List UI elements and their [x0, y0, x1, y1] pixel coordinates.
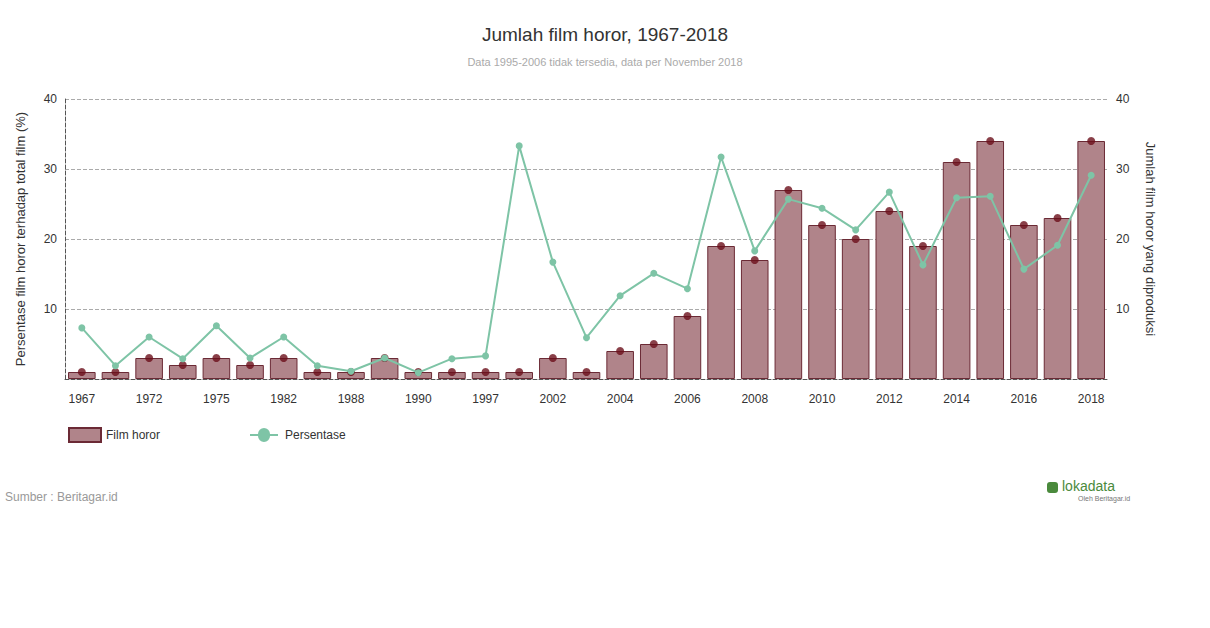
svg-text:Jumlah film horor yang diprodu: Jumlah film horor yang diproduksi [1143, 142, 1158, 336]
svg-text:2008: 2008 [741, 392, 768, 406]
svg-text:2006: 2006 [674, 392, 701, 406]
svg-text:1967: 1967 [68, 392, 95, 406]
svg-text:1972: 1972 [136, 392, 163, 406]
svg-text:1988: 1988 [338, 392, 365, 406]
svg-text:Data 1995-2006 tidak tersedia,: Data 1995-2006 tidak tersedia, data per … [467, 56, 742, 68]
svg-text:1975: 1975 [203, 392, 230, 406]
svg-text:20: 20 [44, 232, 58, 246]
svg-text:1990: 1990 [405, 392, 432, 406]
svg-text:Sumber : Beritagar.id: Sumber : Beritagar.id [5, 490, 118, 504]
svg-text:Jumlah film horor, 1967-2018: Jumlah film horor, 1967-2018 [482, 24, 728, 45]
svg-text:2012: 2012 [876, 392, 903, 406]
svg-text:Oleh Beritagar.id: Oleh Beritagar.id [1078, 495, 1130, 503]
svg-text:2010: 2010 [809, 392, 836, 406]
svg-text:30: 30 [1116, 162, 1130, 176]
svg-text:2002: 2002 [540, 392, 567, 406]
svg-text:10: 10 [44, 302, 58, 316]
svg-text:2016: 2016 [1011, 392, 1038, 406]
svg-text:1982: 1982 [270, 392, 297, 406]
svg-text:1997: 1997 [472, 392, 499, 406]
svg-text:40: 40 [44, 92, 58, 106]
svg-text:2014: 2014 [943, 392, 970, 406]
svg-text:2018: 2018 [1078, 392, 1105, 406]
svg-text:Persentase: Persentase [285, 428, 346, 442]
svg-text:10: 10 [1116, 302, 1130, 316]
svg-text:Film horor: Film horor [106, 428, 160, 442]
svg-text:30: 30 [44, 162, 58, 176]
svg-text:2004: 2004 [607, 392, 634, 406]
svg-text:40: 40 [1116, 92, 1130, 106]
svg-text:lokadata: lokadata [1062, 478, 1115, 494]
svg-text:Persentase film horor terhadap: Persentase film horor terhadap total fil… [13, 112, 28, 366]
svg-text:20: 20 [1116, 232, 1130, 246]
